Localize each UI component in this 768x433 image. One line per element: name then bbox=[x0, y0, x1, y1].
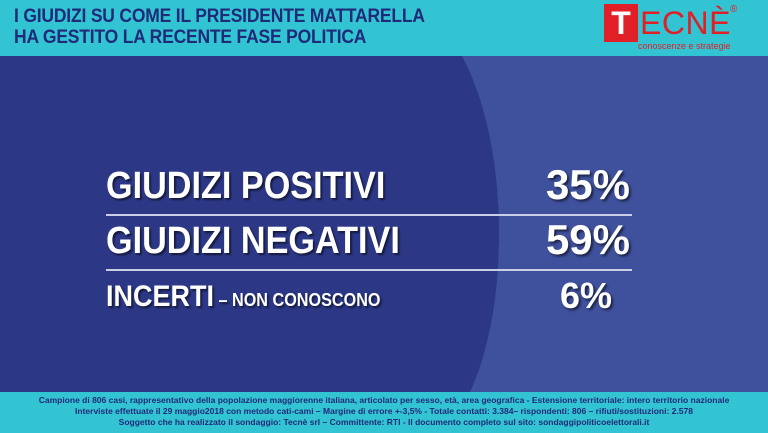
row-value-2: 59% bbox=[545, 216, 630, 263]
row-sublabel-3: – NON CONOSCONO bbox=[214, 290, 381, 310]
logo-wordmark: ECNÈ bbox=[640, 5, 731, 41]
tecne-logo: T ECNÈ ® conoscenze e strategie bbox=[604, 4, 740, 52]
logo-registered-mark: ® bbox=[730, 4, 738, 15]
row-label-1: GIUDIZI POSITIVI bbox=[106, 165, 386, 207]
header-bar: I GIUDIZI SU COME IL PRESIDENTE MATTAREL… bbox=[0, 0, 768, 56]
logo-tagline: conoscenze e strategie bbox=[638, 41, 731, 51]
row-label-3: INCERTI – NON CONOSCONO bbox=[106, 280, 381, 313]
panel-background-curve bbox=[0, 56, 500, 392]
row-divider-1 bbox=[106, 214, 632, 216]
footer-line-1: Campione di 806 casi, rappresentativo de… bbox=[38, 395, 730, 405]
logo-first-letter: T bbox=[604, 4, 638, 42]
methodology-footer: Campione di 806 casi, rappresentativo de… bbox=[0, 392, 768, 433]
title-line-2: HA GESTITO LA RECENTE FASE POLITICA bbox=[14, 27, 367, 48]
row-value-1: 35% bbox=[545, 161, 630, 208]
row-value-3: 6% bbox=[559, 275, 612, 316]
footer-line-2: Interviste effettuate il 29 maggio2018 c… bbox=[75, 406, 693, 416]
results-panel: GIUDIZI POSITIVI 35% GIUDIZI NEGATIVI 59% IN… bbox=[0, 56, 768, 392]
title-line-1: I GIUDIZI SU COME IL PRESIDENTE MATTAREL… bbox=[14, 6, 425, 27]
footer-line-3: Soggetto che ha realizzato il sondaggio:… bbox=[118, 417, 650, 427]
row-divider-2 bbox=[106, 269, 632, 271]
row-label-2: GIUDIZI NEGATIVI bbox=[106, 220, 400, 262]
chart-title: I GIUDIZI SU COME IL PRESIDENTE MATTAREL… bbox=[14, 6, 425, 48]
